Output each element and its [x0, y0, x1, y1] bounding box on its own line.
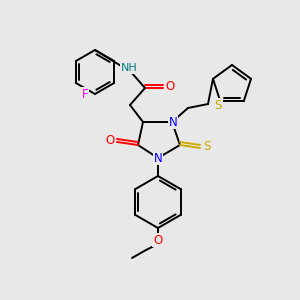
Text: O: O	[153, 233, 163, 247]
Text: O: O	[165, 80, 175, 94]
Text: S: S	[214, 99, 222, 112]
Text: S: S	[203, 140, 211, 154]
Text: N: N	[154, 152, 162, 164]
Text: N: N	[169, 116, 177, 128]
Text: F: F	[82, 88, 88, 100]
Text: NH: NH	[121, 63, 137, 73]
Text: O: O	[105, 134, 115, 148]
